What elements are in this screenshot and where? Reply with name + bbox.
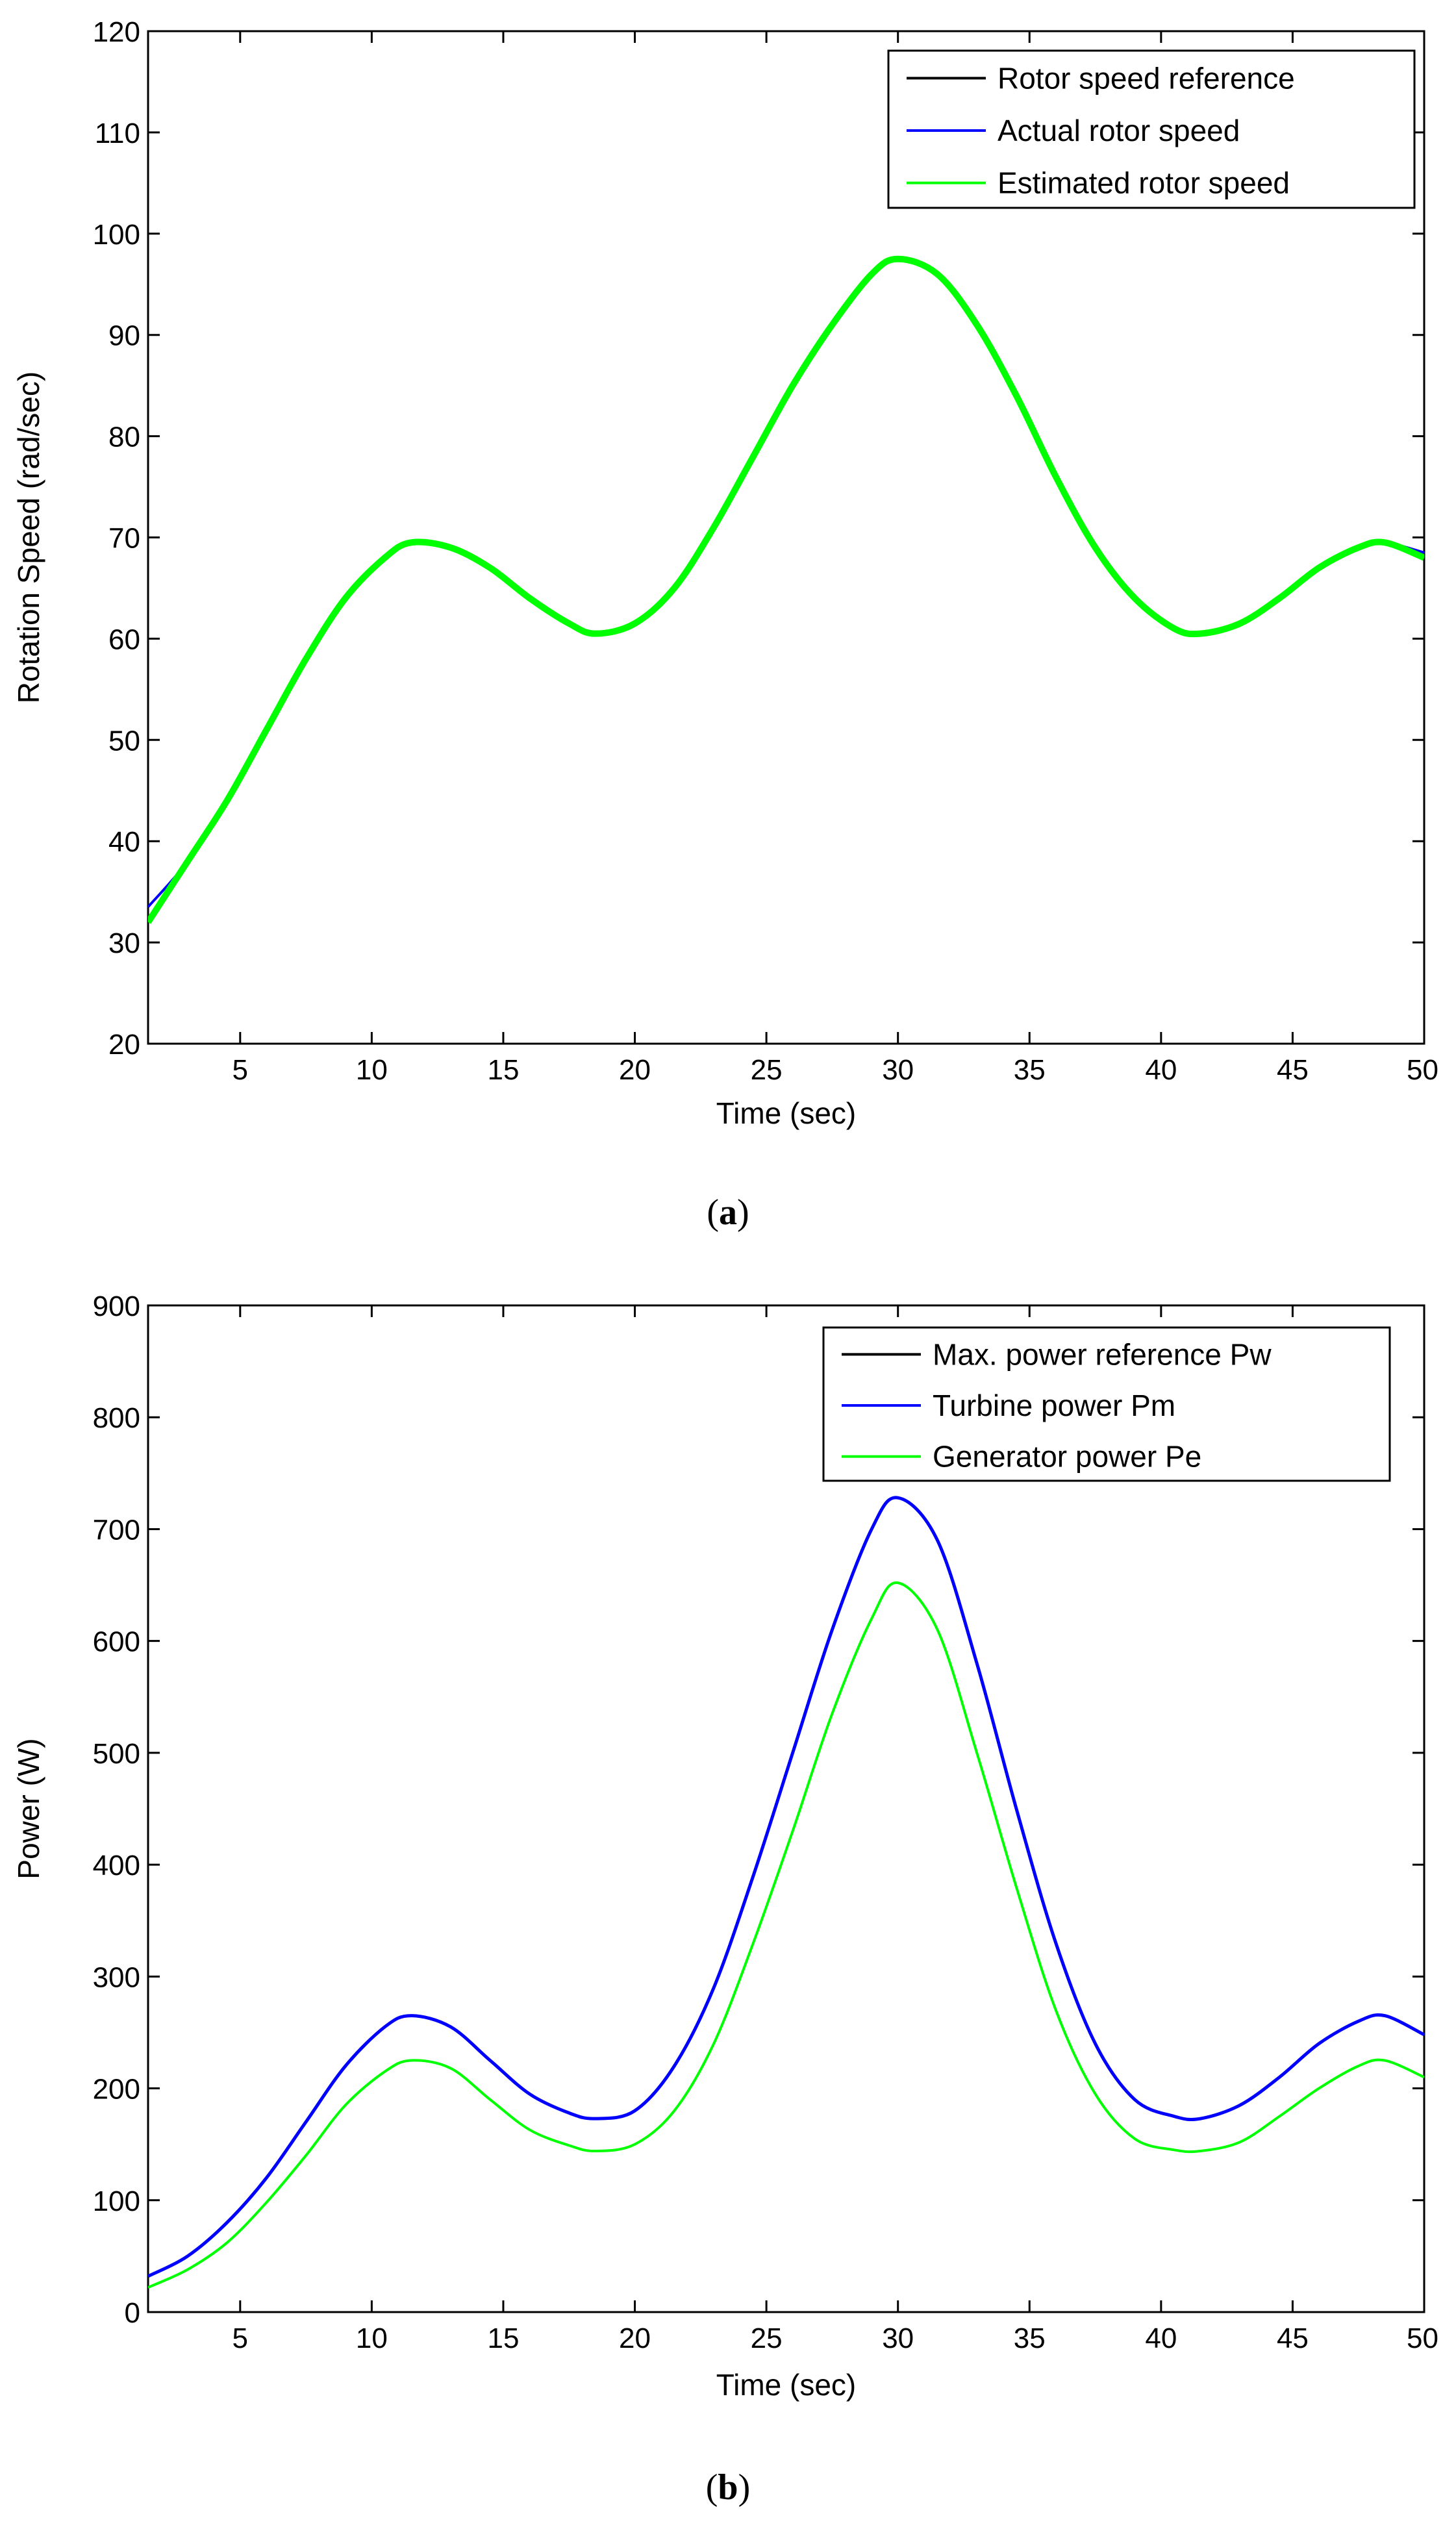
series-line-1 — [148, 1496, 1424, 2278]
x-tick-label: 45 — [1277, 2322, 1309, 2354]
y-tick-label: 900 — [93, 1290, 140, 1322]
y-tick-label: 120 — [93, 16, 140, 48]
y-tick-label: 80 — [108, 422, 140, 453]
y-tick-label: 0 — [125, 2297, 140, 2329]
legend-label-2: Estimated rotor speed — [998, 166, 1290, 200]
chart-a: 5 10 15 20 25 30 35 40 45 50 20 30 40 50 60 70 80 90 100 11… — [12, 16, 1438, 1233]
figure-caption: (a) — [707, 1192, 749, 1233]
x-tick-label: 30 — [882, 1054, 914, 1086]
x-tick-label: 20 — [619, 2322, 651, 2354]
x-tick-label: 35 — [1014, 1054, 1046, 1086]
y-tick-label: 40 — [108, 826, 140, 858]
x-tick-label: 45 — [1277, 1054, 1309, 1086]
y-tick-label: 70 — [108, 523, 140, 555]
y-tick-label: 100 — [93, 219, 140, 251]
y-tick-label: 90 — [108, 320, 140, 352]
y-tick-label: 700 — [93, 1514, 140, 1546]
x-tick-label: 40 — [1145, 1054, 1177, 1086]
x-tick-label: 5 — [232, 1054, 248, 1086]
y-tick-label: 800 — [93, 1402, 140, 1434]
x-tick-label: 30 — [882, 2322, 914, 2354]
x-tick-label: 10 — [356, 2322, 388, 2354]
x-tick-label: 10 — [356, 1054, 388, 1086]
y-tick-label: 200 — [93, 2074, 140, 2106]
y-tick-label: 500 — [93, 1738, 140, 1770]
x-tick-label: 15 — [487, 1054, 519, 1086]
y-tick-label: 300 — [93, 1961, 140, 1993]
series-line-2 — [148, 255, 1424, 924]
chart-b: 5 10 15 20 25 30 35 40 45 50010020030040050060070… — [12, 1290, 1438, 2508]
x-tick-label: 15 — [487, 2322, 519, 2354]
legend-label-0: Rotor speed reference — [998, 61, 1295, 95]
y-tick-label: 600 — [93, 1626, 140, 1658]
caption-letter: b — [718, 2467, 738, 2508]
legend-label-1: Actual rotor speed — [998, 114, 1240, 147]
series-line-2 — [148, 1581, 1424, 2289]
x-tick-label: 5 — [232, 2322, 248, 2354]
y-tick-label: 20 — [108, 1029, 140, 1061]
x-tick-label: 25 — [751, 2322, 783, 2354]
x-tick-label: 50 — [1407, 1054, 1438, 1086]
y-tick-label: 100 — [93, 2185, 140, 2217]
y-axis-label: Rotation Speed (rad/sec) — [12, 371, 45, 703]
x-axis-label: Time (sec) — [716, 1096, 857, 1130]
y-axis-label: Power (W) — [12, 1738, 45, 1879]
legend-label-1: Turbine power Pm — [933, 1389, 1175, 1422]
y-tick-label: 60 — [108, 623, 140, 655]
legend-label-2: Generator power Pe — [933, 1440, 1201, 1474]
y-tick-label: 30 — [108, 927, 140, 959]
x-tick-label: 50 — [1407, 2322, 1438, 2354]
y-tick-label: 400 — [93, 1850, 140, 1881]
x-axis-label: Time (sec) — [716, 2368, 857, 2402]
caption-letter: a — [719, 1192, 737, 1233]
y-tick-label: 110 — [95, 118, 140, 149]
figure-caption: (b) — [706, 2467, 750, 2508]
y-tick-label: 50 — [108, 725, 140, 757]
x-tick-label: 35 — [1014, 2322, 1046, 2354]
legend-label-0: Max. power reference Pw — [933, 1337, 1272, 1371]
x-tick-label: 25 — [751, 1054, 783, 1086]
x-tick-label: 40 — [1145, 2322, 1177, 2354]
x-tick-label: 20 — [619, 1054, 651, 1086]
